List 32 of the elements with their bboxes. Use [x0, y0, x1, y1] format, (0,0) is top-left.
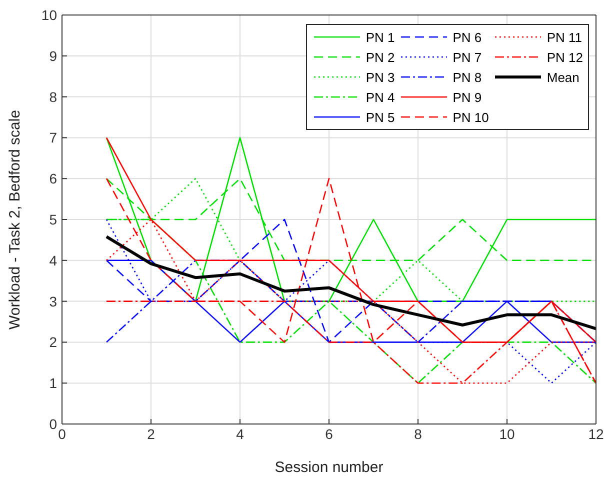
legend-label: Mean	[546, 70, 580, 84]
legend-label: PN 10	[452, 110, 489, 124]
x-tick-label: 8	[414, 426, 422, 442]
legend-label: PN 8	[452, 70, 482, 84]
y-axis-title: Workload - Task 2, Bedford scale	[6, 110, 24, 330]
y-tick-label: 3	[49, 293, 58, 310]
x-tick-label: 10	[499, 426, 515, 442]
y-tick-label: 5	[49, 211, 58, 228]
x-axis-title: Session number	[274, 459, 384, 476]
legend-label: PN 5	[366, 110, 395, 124]
y-tick-label: 10	[41, 6, 58, 23]
legend-label: PN 12	[546, 50, 583, 64]
y-tick-label: 4	[49, 252, 58, 268]
legend-label: PN 11	[546, 30, 582, 44]
x-tick-label: 6	[325, 426, 334, 442]
y-tick-label: 2	[49, 334, 58, 350]
legend-label: PN 6	[452, 30, 482, 44]
y-tick-label: 7	[49, 130, 58, 146]
legend-label: PN 7	[452, 50, 482, 64]
y-tick-label: 8	[49, 88, 58, 105]
legend-label: PN 1	[366, 30, 395, 44]
y-tick-label: 1	[49, 375, 58, 392]
y-tick-label: 0	[49, 416, 58, 432]
x-tick-label: 12	[588, 426, 604, 442]
x-tick-label: 2	[147, 426, 156, 442]
y-tick-label: 9	[49, 48, 58, 64]
legend-label: PN 4	[366, 90, 395, 104]
legend-label: PN 9	[452, 90, 482, 104]
y-tick-label: 6	[49, 170, 58, 187]
legend-label: PN 3	[366, 70, 395, 84]
x-tick-label: 4	[236, 426, 244, 442]
legend-label: PN 2	[366, 50, 395, 64]
